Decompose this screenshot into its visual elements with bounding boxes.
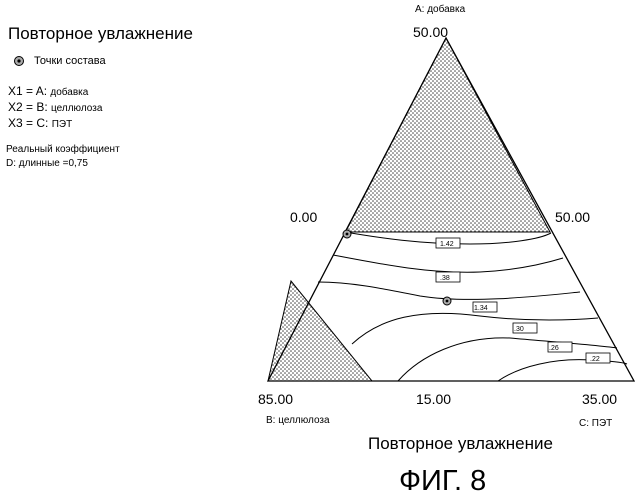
tick-a-left: 0.00 [290, 209, 318, 225]
left-excluded-region [267, 279, 374, 382]
top-excluded-region [344, 36, 551, 233]
contour-label-1-34: 1.34 [472, 301, 498, 313]
factor-name: X2 = B: [8, 100, 48, 114]
svg-text:.22: .22 [590, 356, 600, 363]
factor-x3: X3 = C: ПЭТ [8, 116, 72, 130]
contour-line-1-30 [351, 312, 599, 345]
svg-text:.38: .38 [440, 275, 450, 282]
design-points [342, 229, 452, 306]
design-point [342, 229, 352, 239]
factor-value: целлюлоза [51, 103, 103, 114]
contour-label-1-38: .38 [435, 271, 461, 283]
contour-line-1-34 [317, 281, 581, 300]
design-point-legend-icon [14, 56, 24, 66]
design-point [442, 296, 452, 306]
contour-line-1-26 [397, 337, 618, 382]
contour-label-1-30: .30 [512, 322, 538, 334]
contour-label-1-42: 1.42 [435, 237, 461, 249]
tick-a-right: 50.00 [555, 209, 591, 225]
factor-name: X3 = C: [8, 116, 49, 130]
contour-line-1-38 [332, 254, 564, 273]
chart-title: Повторное увлажнение [8, 24, 193, 43]
axis-label-a: A: добавка [415, 4, 466, 15]
contour-value-labels: 1.42 .38 1.34 .30 .26 .22 [435, 237, 611, 364]
tick-a-top: 50.00 [413, 24, 449, 40]
svg-text:.30: .30 [514, 326, 524, 333]
factor-x1: X1 = A: добавка [8, 84, 88, 98]
factor-value: добавка [50, 87, 89, 98]
tick-bottom-mid: 15.00 [416, 391, 452, 407]
bottom-title: Повторное увлажнение [368, 434, 553, 453]
contour-lines [317, 231, 628, 382]
axis-label-c: C: ПЭТ [579, 418, 613, 429]
svg-text:1.42: 1.42 [440, 241, 454, 248]
ternary-triangle [266, 36, 636, 382]
svg-text:1.34: 1.34 [474, 305, 488, 312]
coefficient-value: D: длинные =0,75 [6, 158, 88, 169]
factor-x2: X2 = B: целлюлоза [8, 100, 102, 114]
factor-name: X1 = A: [8, 84, 48, 98]
factor-value: ПЭТ [51, 119, 73, 130]
coefficient-label: Реальный коэффициент [6, 144, 120, 155]
tick-c-corner: 35.00 [582, 391, 618, 407]
contour-label-1-26: .26 [547, 341, 573, 353]
svg-text:.26: .26 [549, 345, 559, 352]
contour-line-1-42 [344, 231, 552, 245]
tick-b-corner: 85.00 [258, 391, 294, 407]
figure-label: ФИГ. 8 [399, 465, 487, 497]
contour-label-1-22: .22 [585, 352, 611, 364]
legend-label: Точки состава [34, 55, 106, 67]
axis-label-b: B: целлюлоза [266, 415, 330, 426]
